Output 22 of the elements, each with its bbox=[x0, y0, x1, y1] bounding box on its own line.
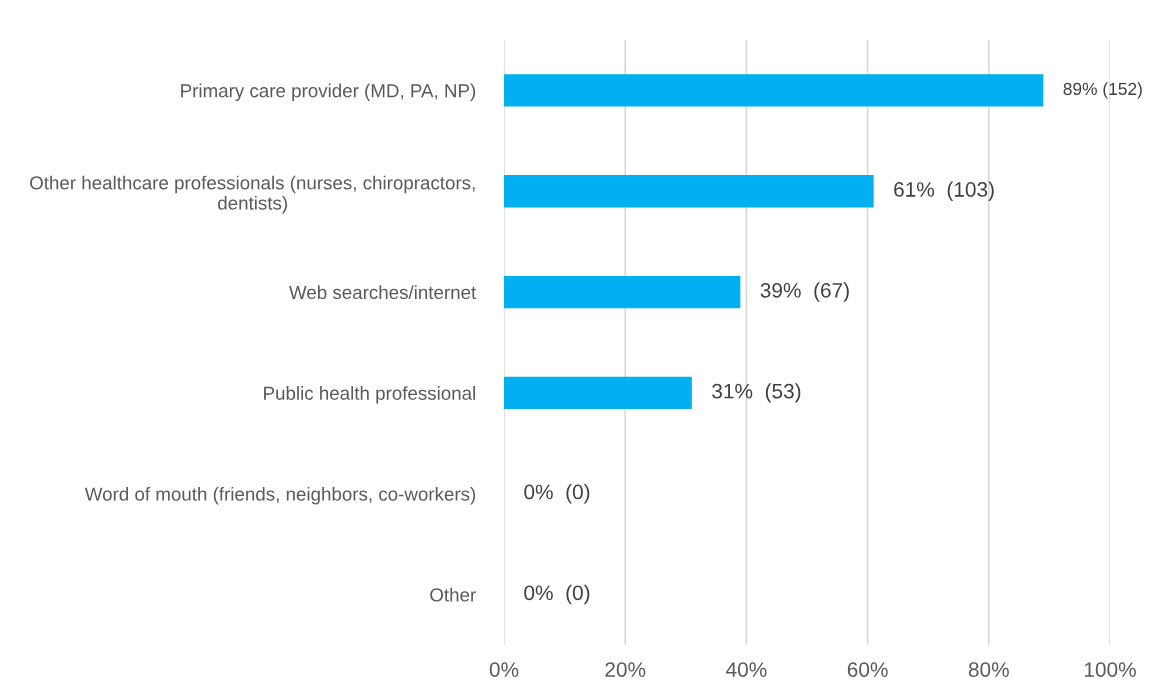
bar bbox=[504, 376, 692, 410]
y-tick-label: Word of mouth (friends, neighbors, co-workers) bbox=[84, 486, 476, 505]
data-label: 0% (0) bbox=[524, 484, 590, 504]
y-tick-label: Other bbox=[430, 587, 476, 602]
data-label: 61% (103) bbox=[894, 181, 994, 201]
data-label: 31% (53) bbox=[712, 383, 801, 403]
x-tick-label: 40% bbox=[726, 662, 767, 677]
x-tick-label: 80% bbox=[968, 662, 1009, 677]
y-tick-label: Web searches/internet bbox=[289, 285, 477, 300]
data-label: 0% (0) bbox=[524, 584, 590, 605]
bar bbox=[504, 74, 1044, 107]
y-tick-label: Primary care provider (MD, PA, NP) bbox=[181, 83, 476, 102]
x-tick-label: 100% bbox=[1084, 662, 1136, 677]
bar bbox=[504, 275, 741, 309]
y-tick-label: Public health professional bbox=[264, 386, 475, 404]
x-tick-label: 0% bbox=[489, 662, 519, 677]
data-label: 39% (67) bbox=[760, 282, 849, 302]
x-tick-label: 20% bbox=[605, 662, 646, 677]
bar bbox=[504, 175, 874, 208]
y-tick-label: Other healthcare professionals (nurses, chiropractors, dentists) bbox=[30, 175, 475, 214]
x-tick-label: 60% bbox=[847, 662, 888, 677]
data-label: 89% (152) bbox=[1063, 82, 1142, 99]
